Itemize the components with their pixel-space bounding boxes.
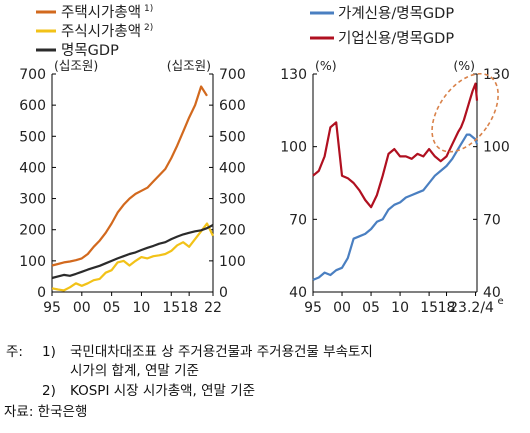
left-left-tick-label: 100 xyxy=(19,254,46,270)
right-right-tick-label: 100 xyxy=(483,140,510,156)
left-left-tick-label: 700 xyxy=(19,67,46,83)
right-annotation-ellipse xyxy=(431,72,499,153)
left-x-tick-label: 05 xyxy=(103,300,121,316)
left-right-tick-label: 300 xyxy=(219,192,246,208)
left-left-unit: (십조원) xyxy=(54,58,98,73)
note2-number: 2) xyxy=(42,383,56,399)
left-x-tick-label: 10 xyxy=(133,300,151,316)
right-x-tick-label: 05 xyxy=(362,300,380,316)
left-series-line-1 xyxy=(51,222,214,292)
left-left-tick-label: 0 xyxy=(37,285,46,301)
left-left-tick-label: 200 xyxy=(19,223,46,239)
right-left-unit: (%) xyxy=(315,58,337,73)
right-series-line-0 xyxy=(312,133,479,281)
left-right-tick-label: 400 xyxy=(219,160,246,176)
left-x-tick-label: 00 xyxy=(73,300,91,316)
right-legend-label-0: 가계신용/명목GDP xyxy=(338,5,454,22)
left-x-tick-label: 95 xyxy=(43,300,61,316)
note-label: 주: xyxy=(6,344,23,360)
left-x-tick-label: 18 xyxy=(180,300,198,316)
right-left-tick-label: 130 xyxy=(280,67,307,83)
right-x-tick-label: 00 xyxy=(333,300,351,316)
left-legend-label-0: 주택시가총액 xyxy=(61,4,141,21)
note1-number: 1) xyxy=(42,344,56,360)
left-legend-label-2: 명목GDP xyxy=(61,42,119,59)
right-right-tick-label: 70 xyxy=(483,212,501,228)
left-series-line-2 xyxy=(51,224,214,280)
left-right-tick-label: 600 xyxy=(219,98,246,114)
right-right-unit: (%) xyxy=(453,58,475,73)
left-x-tick-label: 22 xyxy=(204,300,222,316)
right-left-tick-label: 40 xyxy=(289,285,307,301)
right-x-tick-superscript: e xyxy=(498,296,504,307)
left-right-tick-label: 700 xyxy=(219,67,246,83)
left-right-unit: (십조원) xyxy=(167,58,211,73)
left-series-line-0 xyxy=(51,85,208,267)
left-right-tick-label: 200 xyxy=(219,223,246,239)
left-left-tick-label: 300 xyxy=(19,192,46,208)
left-left-tick-label: 500 xyxy=(19,129,46,145)
note1-line2: 시가의 합계, 연말 기준 xyxy=(70,363,199,379)
right-right-tick-label: 40 xyxy=(483,285,501,301)
left-left-tick-label: 400 xyxy=(19,160,46,176)
right-left-tick-label: 70 xyxy=(289,212,307,228)
right-x-tick-label: 23.2/4 xyxy=(449,300,494,316)
left-legend-sup-1: 2) xyxy=(144,23,153,33)
note1-line1: 국민대차대조표 상 주거용건물과 주거용건물 부속토지 xyxy=(70,344,373,360)
left-left-tick-label: 600 xyxy=(19,98,46,114)
right-x-tick-label: 18 xyxy=(438,300,456,316)
source-text: 자료: 한국은행 xyxy=(4,404,88,420)
right-x-tick-label: 95 xyxy=(304,300,322,316)
right-chart: 40 40 70 70 100 100 130 130 (%) (%) 95 00 05 10 15 1823… xyxy=(280,5,510,316)
right-x-tick-label: 10 xyxy=(391,300,409,316)
left-legend-label-1: 주식시가총액 xyxy=(61,23,141,40)
right-left-tick-label: 100 xyxy=(280,140,307,156)
left-x-tick-label: 15 xyxy=(162,300,180,316)
right-right-tick-label: 130 xyxy=(483,67,510,83)
note2-text: KOSPI 시장 시가총액, 연말 기준 xyxy=(70,383,256,399)
right-legend-label-1: 기업신용/명목GDP xyxy=(338,30,454,47)
left-legend-sup-0: 1) xyxy=(144,4,153,14)
left-right-tick-label: 100 xyxy=(219,254,246,270)
left-right-tick-label: 0 xyxy=(219,285,228,301)
right-x-tick-label: 15 xyxy=(420,300,438,316)
left-right-tick-label: 500 xyxy=(219,129,246,145)
right-series-line-1 xyxy=(312,82,479,209)
